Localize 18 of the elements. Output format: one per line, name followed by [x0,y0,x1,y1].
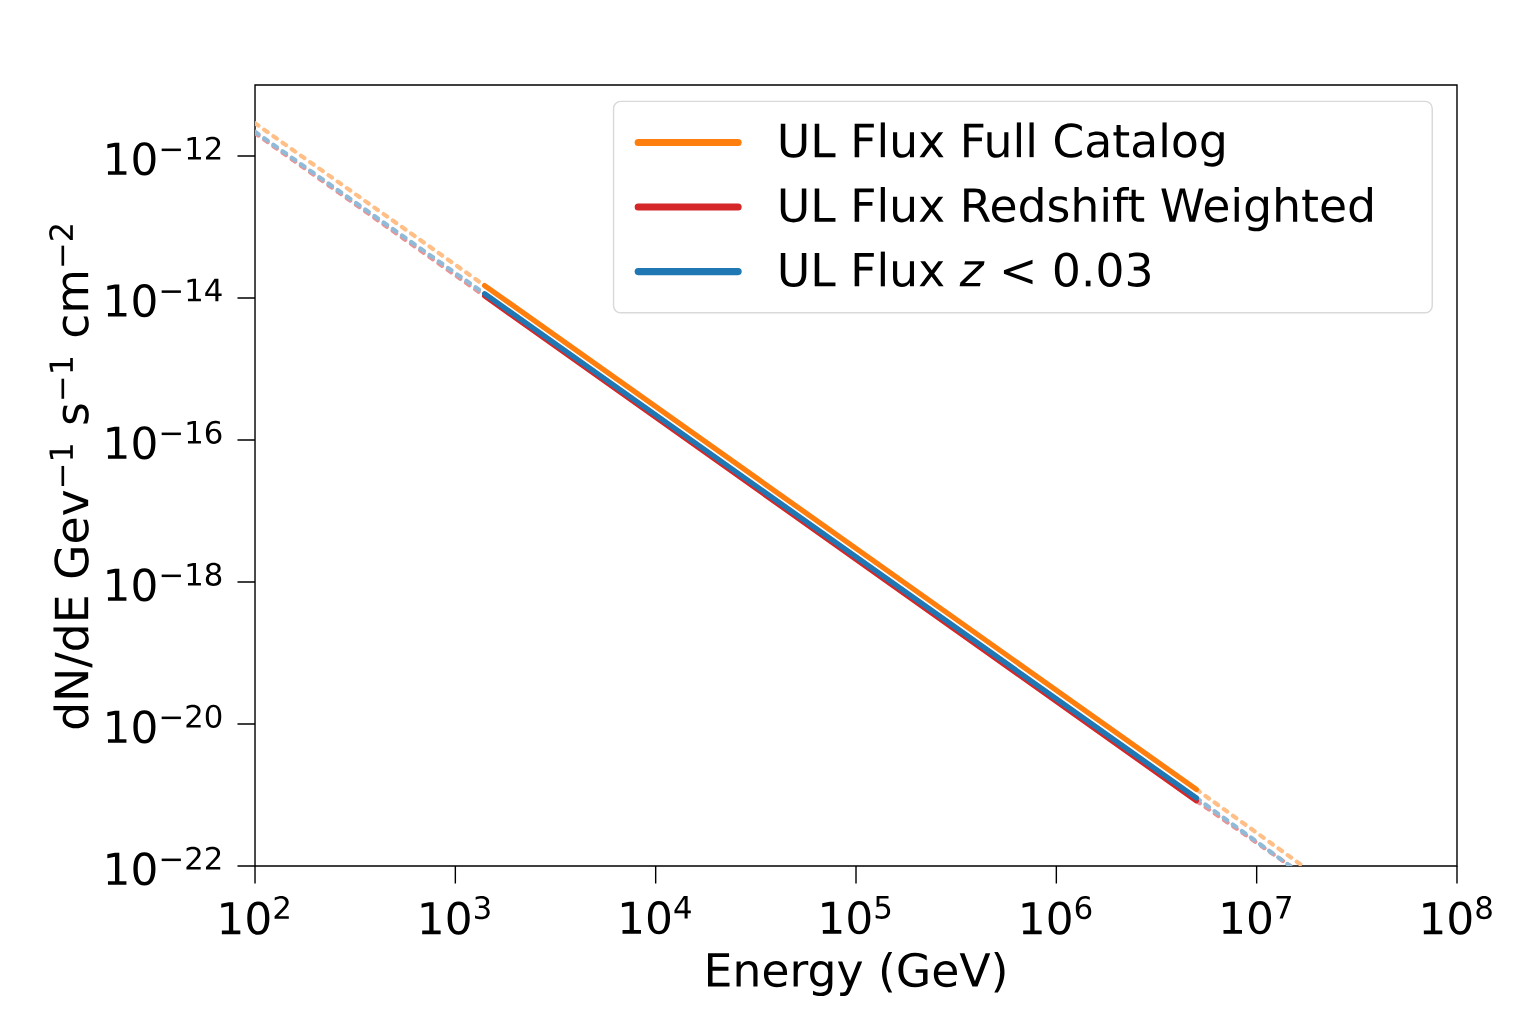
x-tick-label: 10$^{5}$ [822,896,891,935]
y-tick-label: 10$^{−12}$ [107,136,221,176]
y-tick-label: 10$^{−18}$ [107,562,222,602]
y-tick-label: 10$^{−14}$ [107,278,222,318]
x-tick-label: 10$^{4}$ [621,896,691,935]
y-tick-label: 10$^{−16}$ [107,420,222,460]
x-tick-label: 10$^{7}$ [1222,896,1291,935]
legend-label: UL Flux Full Catalog [780,122,1224,167]
x-tick-label: 10$^{2}$ [221,896,289,935]
x-tick-label: 10$^{8}$ [1423,896,1492,935]
legend-label: UL Flux Redshift Weighted [780,187,1372,232]
y-axis-title: dN/dE Gev$^{−1}$ s$^{−1}$ cm$^{−2}$ [49,225,93,729]
y-tick-label: 10$^{−20}$ [107,704,222,744]
x-tick-label: 10$^{6}$ [1022,896,1092,935]
x-tick-label: 10$^{3}$ [421,896,490,935]
y-tick-label: 10$^{−22}$ [107,846,221,886]
legend-label: UL Flux z < 0.03 [780,251,1150,287]
x-axis-title: Energy (GeV) [708,951,1005,997]
